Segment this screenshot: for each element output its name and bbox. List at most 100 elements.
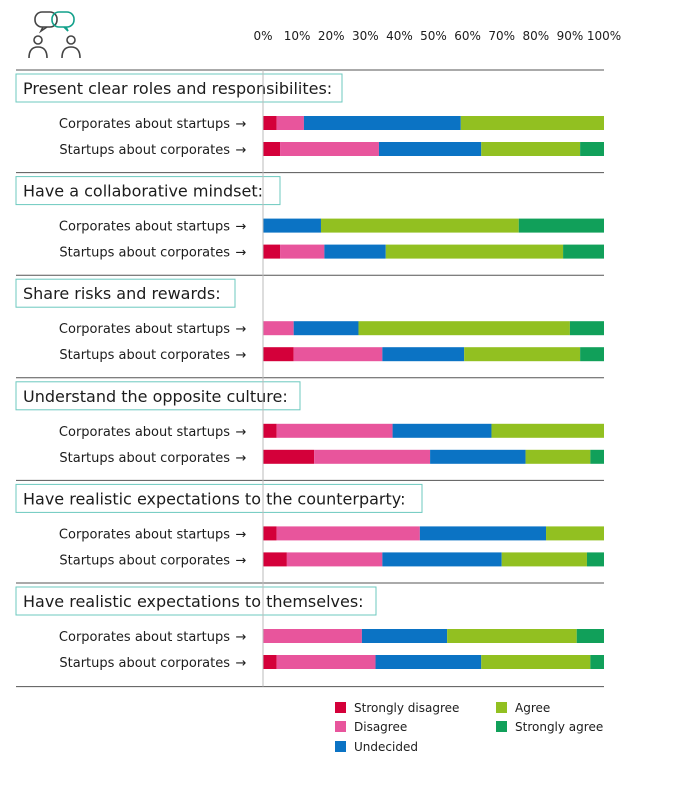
row-label: Startups about corporates: [59, 246, 230, 261]
section-title-box: [15, 176, 281, 206]
bar-segment-strongly-agree: [580, 347, 604, 362]
bar-segment-disagree: [276, 526, 420, 541]
bar-segment-strongly-agree: [518, 218, 604, 233]
x-tick-label: 50%: [420, 29, 447, 43]
x-tick-label: 100%: [587, 29, 621, 43]
bar-segment-undecided: [324, 244, 386, 259]
arrow-icon: →: [236, 630, 247, 645]
section-title-box: [15, 483, 423, 513]
row-label: Corporates about startups: [59, 630, 230, 645]
section-title-box: [15, 278, 236, 308]
section-group: Have a collaborative mindset: Corporates …: [15, 172, 604, 261]
x-tick-label: 20%: [318, 29, 345, 43]
arrow-icon: →: [236, 117, 247, 132]
bar-segment-agree: [501, 552, 587, 567]
section-group: Share risks and rewards: Corporates about…: [15, 274, 604, 363]
bar-segment-strongly-agree: [563, 244, 604, 259]
x-tick-label: 60%: [454, 29, 481, 43]
row-label: Startups about corporates: [59, 553, 230, 568]
bar-segment-strongly-disagree: [263, 116, 277, 130]
arrow-icon: →: [236, 246, 247, 261]
legend-label: Strongly disagree: [354, 701, 459, 715]
row-label: Corporates about startups: [59, 220, 230, 235]
section-group: Present clear roles and responsibilites:…: [15, 69, 604, 158]
bar-segment-undecided: [419, 526, 547, 541]
arrow-icon: →: [236, 527, 247, 542]
row-label: Startups about corporates: [59, 348, 230, 363]
bar-segment-strongly-disagree: [263, 423, 277, 438]
bar-segment-undecided: [382, 347, 465, 362]
bar-segment-strongly-agree: [590, 449, 604, 464]
legend-label: Disagree: [354, 720, 407, 734]
bar-segment-strongly-disagree: [263, 655, 277, 669]
row-label: Corporates about startups: [59, 322, 230, 337]
arrow-icon: →: [236, 348, 247, 363]
bar-segment-undecided: [263, 218, 321, 233]
bar-segment-disagree: [276, 655, 376, 669]
bar-segment-agree: [481, 655, 591, 669]
section-group: Have realistic expectations to the count…: [15, 479, 604, 568]
legend-swatch: [335, 741, 346, 752]
bar-segment-disagree: [280, 142, 379, 156]
legend-label: Undecided: [354, 740, 418, 754]
legend: Strongly disagree Disagree Undecided Agree S…: [335, 701, 603, 754]
bar-segment-agree: [481, 142, 581, 156]
section-title: Understand the opposite culture:: [23, 387, 288, 406]
legend-label: Agree: [515, 701, 550, 715]
legend-swatch: [496, 721, 507, 732]
section-title-box: [15, 381, 301, 411]
bar-segment-agree: [464, 347, 581, 362]
x-tick-label: 0%: [253, 29, 272, 43]
bar-segment-undecided: [392, 423, 492, 438]
bar-segment-undecided: [430, 449, 526, 464]
bar-segment-strongly-agree: [576, 629, 604, 643]
bar-segment-agree: [320, 218, 519, 233]
chart-sections: Present clear roles and responsibilites:…: [15, 69, 604, 688]
bar-segment-disagree: [314, 449, 431, 464]
arrow-icon: →: [236, 656, 247, 671]
bar-segment-strongly-disagree: [263, 552, 287, 567]
bar-segment-undecided: [378, 142, 482, 156]
x-tick-label: 30%: [352, 29, 379, 43]
bar-segment-strongly-disagree: [263, 142, 281, 156]
arrow-icon: →: [236, 451, 247, 466]
bar-segment-disagree: [280, 244, 325, 259]
legend-label: Strongly agree: [515, 720, 603, 734]
row-label: Startups about corporates: [59, 451, 230, 466]
section-group: Understand the opposite culture: Corporat…: [15, 377, 604, 466]
bar-segment-disagree: [276, 116, 304, 130]
section-title: Have realistic expectations to the count…: [23, 489, 405, 508]
x-tick-label: 40%: [386, 29, 413, 43]
bar-segment-strongly-disagree: [263, 244, 281, 259]
bar-segment-disagree: [293, 347, 383, 362]
bar-segment-disagree: [276, 423, 393, 438]
arrow-icon: →: [236, 220, 247, 235]
bar-segment-agree: [460, 116, 604, 130]
bar-segment-agree: [385, 244, 564, 259]
bar-segment-strongly-disagree: [263, 449, 315, 464]
bar-segment-undecided: [382, 552, 502, 567]
bar-segment-agree: [358, 321, 570, 336]
x-tick-label: 10%: [284, 29, 311, 43]
row-label: Corporates about startups: [59, 425, 230, 440]
bar-segment-agree: [447, 629, 577, 643]
section-title-box: [15, 73, 343, 103]
bar-segment-disagree: [263, 629, 362, 643]
bar-segment-undecided: [361, 629, 448, 643]
section-title: Present clear roles and responsibilites:: [23, 79, 332, 98]
x-tick-label: 90%: [557, 29, 584, 43]
x-tick-label: 80%: [522, 29, 549, 43]
arrow-icon: →: [236, 322, 247, 337]
bar-segment-strongly-agree: [580, 142, 604, 156]
row-label: Startups about corporates: [59, 143, 230, 158]
row-label: Corporates about startups: [59, 527, 230, 542]
section-title: Have realistic expectations to themselve…: [23, 592, 364, 611]
legend-swatch: [335, 721, 346, 732]
section-title-box: [15, 586, 377, 616]
section-title: Have a collaborative mindset:: [23, 182, 263, 201]
bar-segment-agree: [491, 423, 604, 438]
legend-swatch: [335, 702, 346, 713]
legend-swatch: [496, 702, 507, 713]
row-label: Corporates about startups: [59, 117, 230, 132]
